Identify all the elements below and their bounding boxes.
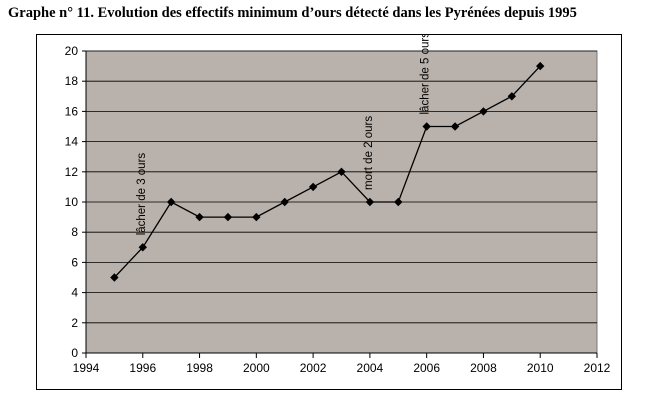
x-tick-label-2000: 2000	[243, 361, 270, 375]
x-tick-label-2008: 2008	[470, 361, 497, 375]
data-point-2002	[308, 182, 318, 192]
chart-title: Graphe n° 11. Evolution des effectifs mi…	[8, 5, 577, 21]
y-tick-label-16: 16	[65, 104, 79, 118]
x-tick-label-1996: 1996	[129, 361, 156, 375]
series-line	[113, 65, 541, 278]
annotation-1: lâcher de 3 ours	[136, 153, 148, 236]
data-point-1996	[138, 243, 147, 252]
y-tick-label-0: 0	[71, 346, 78, 360]
y-tick-label-4: 4	[71, 286, 78, 300]
y-tick-label-20: 20	[65, 44, 79, 58]
x-tick-label-2010: 2010	[527, 361, 554, 375]
y-tick-label-12: 12	[65, 165, 79, 179]
data-point-1998	[195, 212, 204, 222]
y-tick-label-6: 6	[71, 255, 78, 269]
data-point-2005	[394, 197, 403, 207]
data-point-2003	[337, 167, 346, 176]
y-tick-label-10: 10	[65, 195, 79, 209]
data-point-2000	[252, 212, 261, 222]
x-tick-label-2002: 2002	[300, 361, 327, 375]
y-tick-label-8: 8	[71, 225, 78, 239]
data-point-1995	[110, 273, 119, 282]
data-point-2004	[365, 197, 375, 207]
data-point-2008	[479, 107, 488, 116]
y-tick-label-18: 18	[65, 74, 79, 88]
data-point-2001	[280, 197, 289, 207]
line-chart: 0 2 4 6 8 10 12 14 16 18 20 1994 1996 1998 2000 2002 200…	[65, 35, 611, 375]
annotation-2: mort de 2 ours	[363, 116, 375, 190]
data-point-1997	[166, 197, 176, 207]
data-point-1999	[223, 212, 233, 222]
x-tick-label-1998: 1998	[186, 361, 213, 375]
chart-frame: 0 2 4 6 8 10 12 14 16 18 20 1994 1996 1998 2000 2002 200…	[36, 34, 622, 390]
annotation-3: lâcher de 5 ours	[420, 35, 432, 115]
x-tick-label-2012: 2012	[584, 361, 611, 375]
x-tick-label-1994: 1994	[73, 361, 100, 375]
y-tick-label-2: 2	[71, 316, 78, 330]
y-tick-label-14: 14	[65, 135, 79, 149]
x-tick-label-2004: 2004	[357, 361, 384, 375]
x-tick-label-2006: 2006	[413, 361, 440, 375]
